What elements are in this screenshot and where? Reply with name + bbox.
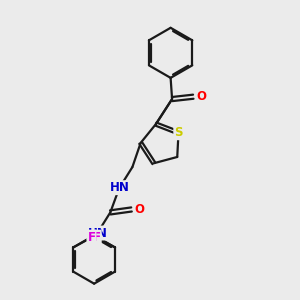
Text: HN: HN [110, 181, 130, 194]
Text: F: F [88, 231, 95, 244]
Text: F: F [93, 231, 101, 244]
Text: S: S [174, 126, 183, 139]
Text: O: O [135, 203, 145, 216]
Text: HN: HN [88, 226, 108, 239]
Text: O: O [196, 90, 206, 103]
